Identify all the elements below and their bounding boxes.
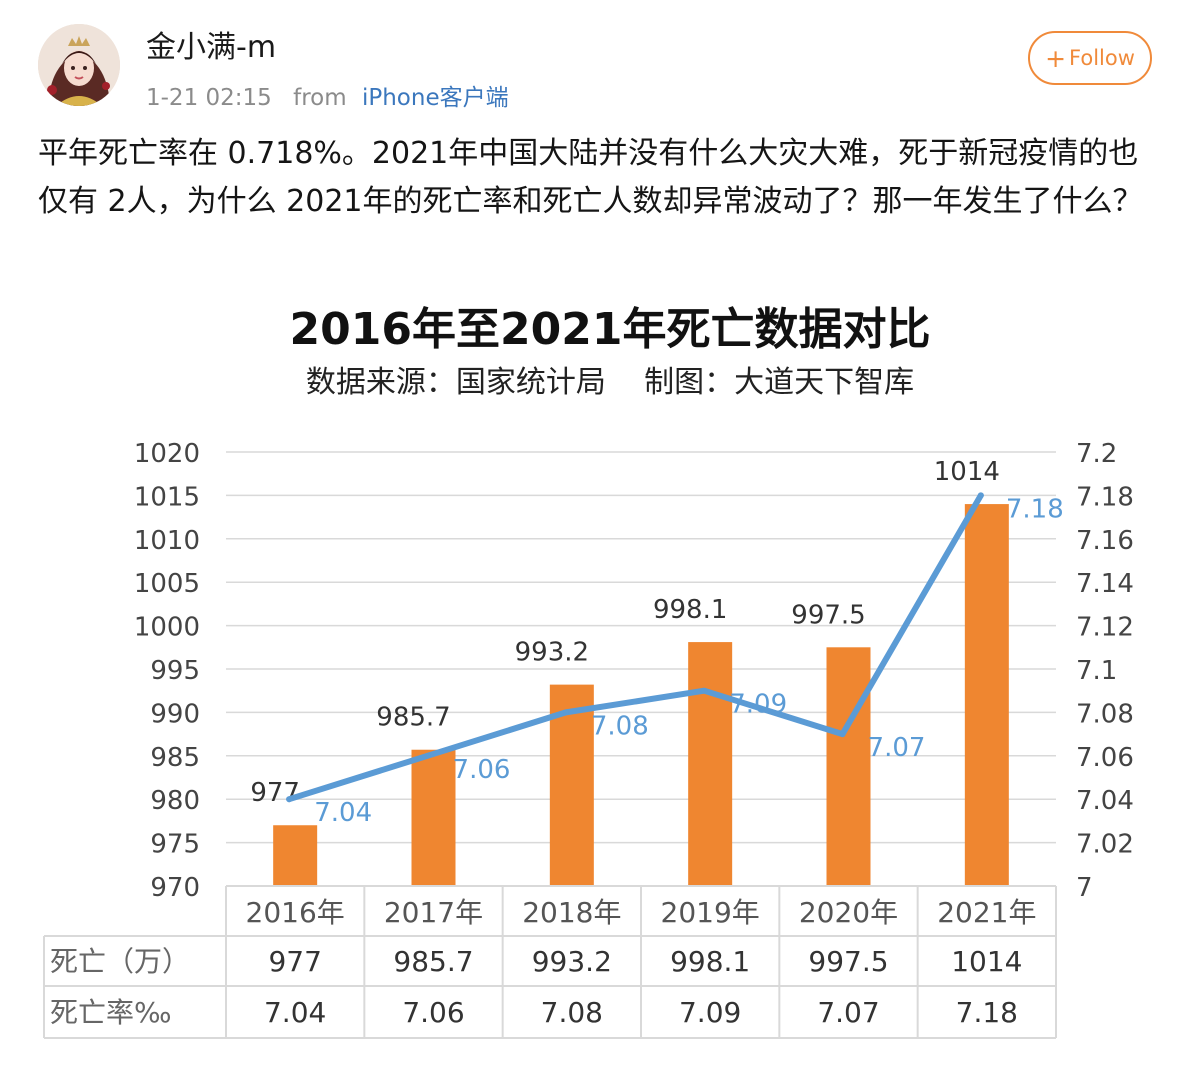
left-axis-tick-label: 1020: [134, 439, 200, 469]
post-text: 平年死亡率在 0.718%。2021年中国大陆并没有什么大灾大难，死于新冠疫情的…: [38, 136, 1143, 219]
bar-data-label: 998.1: [653, 595, 727, 625]
bar-data-label: 985.7: [376, 703, 450, 733]
bar-2020年: [826, 647, 871, 886]
post-time: 1-21 02:15: [146, 85, 272, 111]
line-data-label: 7.04: [314, 798, 372, 828]
table-cell: 7.08: [541, 996, 603, 1029]
table-cell: 7.07: [817, 996, 879, 1029]
post-image-chart[interactable]: 2016年至2021年死亡数据对比 数据来源：国家统计局 制图：大道天下智库 9…: [40, 288, 1160, 1048]
line-point: [424, 752, 431, 759]
table-row-label: 死亡（万）: [50, 945, 190, 978]
x-axis-category-label: 2021年: [937, 896, 1036, 929]
post-meta: 1-21 02:15 from iPhone客户端: [146, 78, 509, 112]
bar-2019年: [688, 642, 733, 886]
chart-svg: 2016年至2021年死亡数据对比 数据来源：国家统计局 制图：大道天下智库 9…: [40, 288, 1160, 1048]
line-point: [286, 796, 293, 803]
line-series: 7.04 7.06 7.08 7.09 7.07 7.18: [286, 492, 1064, 828]
x-axis-category-label: 2020年: [799, 896, 898, 929]
line-point: [977, 492, 984, 499]
left-axis-tick-label: 995: [150, 656, 200, 686]
line-point: [562, 709, 569, 716]
table-cell: 7.04: [264, 996, 326, 1029]
x-axis-category-label: 2016年: [246, 896, 345, 929]
table-cell: 993.2: [532, 945, 612, 978]
right-axis-tick-label: 7: [1076, 873, 1093, 903]
right-axis-tick-label: 7.08: [1076, 699, 1134, 729]
right-axis-tick-label: 7.16: [1076, 526, 1134, 556]
bar-2016年: [273, 825, 318, 886]
table-cell: 7.18: [956, 996, 1018, 1029]
right-axis-tick-label: 7.2: [1076, 439, 1117, 469]
table-row-label: 死亡率‰: [50, 996, 172, 1029]
line-data-label: 7.06: [453, 755, 511, 785]
post-source[interactable]: iPhone客户端: [361, 85, 509, 111]
avatar-illustration: [38, 24, 120, 106]
line-data-label: 7.09: [729, 690, 787, 720]
table-cell: 977: [268, 945, 321, 978]
left-axis: 970 975 980 985 990 995 1000 1005 1010 1015 1020: [134, 439, 200, 903]
follow-button[interactable]: + Follow: [1028, 31, 1152, 85]
table-cell: 985.7: [393, 945, 473, 978]
chart-subtitle: 数据来源：国家统计局 制图：大道天下智库: [306, 365, 914, 400]
username[interactable]: 金小满-m: [146, 30, 277, 65]
line-point: [701, 687, 708, 694]
right-axis-tick-label: 7.02: [1076, 830, 1134, 860]
left-axis-tick-label: 1000: [134, 613, 200, 643]
bar-data-label: 977: [250, 778, 300, 808]
avatar[interactable]: [38, 24, 120, 106]
table-cell: 1014: [951, 945, 1022, 978]
right-axis-tick-label: 7.06: [1076, 743, 1134, 773]
bar-data-label: 993.2: [515, 638, 589, 668]
plus-icon: +: [1045, 43, 1067, 73]
x-axis-category-label: 2019年: [661, 896, 760, 929]
right-axis-tick-label: 7.04: [1076, 786, 1134, 816]
table-cell: 998.1: [670, 945, 750, 978]
right-axis: 7 7.02 7.04 7.06 7.08 7.1 7.12 7.14 7.16 7.18 7.2: [1076, 439, 1134, 903]
left-axis-tick-label: 985: [150, 743, 200, 773]
gridlines: [226, 451, 1056, 887]
bar-series: 977 985.7 993.2 998.1 997.5 1014: [250, 457, 1009, 886]
x-axis-category-label: 2017年: [384, 896, 483, 929]
line-data-label: 7.07: [868, 733, 926, 763]
right-axis-tick-label: 7.12: [1076, 613, 1134, 643]
line-point: [839, 731, 846, 738]
table-cell: 997.5: [808, 945, 888, 978]
bar-data-label: 997.5: [791, 600, 865, 630]
left-axis-tick-label: 975: [150, 830, 200, 860]
from-label: from: [293, 85, 347, 111]
right-axis-tick-label: 7.18: [1076, 482, 1134, 512]
left-axis-tick-label: 990: [150, 699, 200, 729]
chart-title: 2016年至2021年死亡数据对比: [290, 304, 931, 355]
data-table: 2016年 2017年 2018年 2019年 2020年 2021年死亡（万） 977 98…: [43, 885, 1057, 1039]
bar-2021年: [964, 504, 1009, 886]
line-data-label: 7.18: [1006, 494, 1064, 524]
table-cell: 7.09: [679, 996, 741, 1029]
left-axis-tick-label: 980: [150, 786, 200, 816]
left-axis-tick-label: 1015: [134, 482, 200, 512]
line-data-label: 7.08: [591, 711, 649, 741]
right-axis-tick-label: 7.14: [1076, 569, 1134, 599]
left-axis-tick-label: 1010: [134, 526, 200, 556]
table-cell: 7.06: [402, 996, 464, 1029]
death-rate-line: [286, 492, 984, 803]
right-axis-tick-label: 7.1: [1076, 656, 1117, 686]
bar-2017年: [411, 749, 456, 886]
follow-label: Follow: [1069, 46, 1135, 70]
bar-data-label: 1014: [934, 457, 1000, 487]
left-axis-tick-label: 1005: [134, 569, 200, 599]
x-axis-category-label: 2018年: [522, 896, 621, 929]
left-axis-tick-label: 970: [150, 873, 200, 903]
